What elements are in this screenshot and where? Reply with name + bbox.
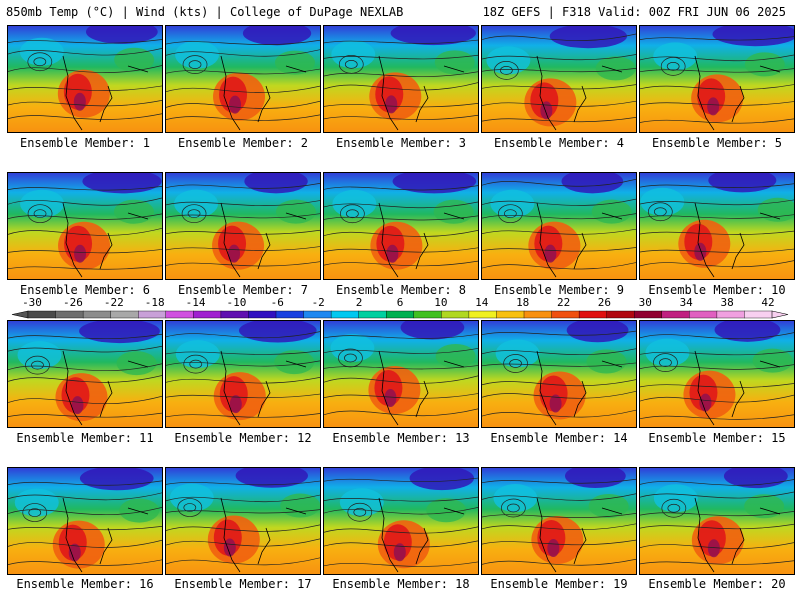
ensemble-member-map xyxy=(639,25,795,133)
colorbar-swatch xyxy=(716,310,745,319)
ensemble-member-map xyxy=(165,172,321,280)
ensemble-member-map xyxy=(481,25,637,133)
colorbar-tick-label: 30 xyxy=(639,296,652,309)
ensemble-member-map xyxy=(323,467,479,575)
ensemble-member-label: Ensemble Member: 3 xyxy=(335,136,467,150)
colorbar-tick-label: -6 xyxy=(271,296,284,309)
ensemble-member-map xyxy=(481,467,637,575)
colorbar-tick-label: 14 xyxy=(475,296,489,309)
valid-time-label: 18Z GEFS | F318 Valid: 00Z FRI JUN 06 20… xyxy=(482,5,786,19)
colorbar-tick-label: -10 xyxy=(226,296,246,309)
colorbar-swatch xyxy=(27,310,57,319)
colorbar-tick-label: 26 xyxy=(598,296,611,309)
colorbar-swatch xyxy=(689,310,718,319)
ensemble-member-map xyxy=(323,320,479,428)
colorbar-swatch xyxy=(248,310,277,319)
colorbar-swatch xyxy=(413,310,442,319)
ensemble-member-label: Ensemble Member: 6 xyxy=(19,283,151,297)
colorbar-swatch xyxy=(82,310,112,319)
ensemble-member-label: Ensemble Member: 12 xyxy=(174,431,312,445)
ensemble-member-map xyxy=(323,25,479,133)
ensemble-member-label: Ensemble Member: 1 xyxy=(19,136,151,150)
colorbar-swatch xyxy=(441,310,470,319)
header: 850mb Temp (°C) | Wind (kts) | College o… xyxy=(0,0,800,22)
colorbar-tick-label: 10 xyxy=(434,296,447,309)
ensemble-member-map xyxy=(639,172,795,280)
colorbar-swatch xyxy=(165,310,194,319)
ensemble-member-map xyxy=(323,172,479,280)
colorbar-swatch xyxy=(578,310,608,319)
temperature-colorbar: -30 -26 -22 -18 -14 -10 -6 -2 2 6 10 14 18 22 26 30 34 38… xyxy=(11,296,789,319)
colorbar-swatch xyxy=(551,310,580,319)
colorbar-swatch xyxy=(606,310,635,319)
colorbar-swatch xyxy=(55,310,84,319)
ensemble-member-label: Ensemble Member: 8 xyxy=(335,283,467,297)
ensemble-member-label: Ensemble Member: 14 xyxy=(490,431,628,445)
colorbar-swatch xyxy=(744,310,773,319)
colorbar-tick-label: 2 xyxy=(356,296,363,309)
ensemble-member-map xyxy=(7,467,163,575)
ensemble-member-map xyxy=(7,172,163,280)
ensemble-member-label: Ensemble Member: 11 xyxy=(16,431,154,445)
colorbar-tick-label: -18 xyxy=(145,296,165,309)
ensemble-member-label: Ensemble Member: 4 xyxy=(493,136,625,150)
ensemble-member-label: Ensemble Member: 20 xyxy=(648,577,786,591)
colorbar-tick-label: 6 xyxy=(397,296,404,309)
colorbar-tick-label: 34 xyxy=(680,296,694,309)
ensemble-member-label: Ensemble Member: 19 xyxy=(490,577,628,591)
ensemble-member-label: Ensemble Member: 16 xyxy=(16,577,154,591)
ensemble-member-map xyxy=(7,320,163,428)
colorbar-tick-label: -2 xyxy=(312,296,325,309)
colorbar-swatch xyxy=(330,310,360,319)
map-title: 850mb Temp (°C) | Wind (kts) | College o… xyxy=(6,5,404,19)
colorbar-tick-label: -26 xyxy=(63,296,83,309)
colorbar-tick-label: 42 xyxy=(761,296,774,309)
ensemble-member-map xyxy=(639,467,795,575)
colorbar-tick-label: -30 xyxy=(22,296,42,309)
colorbar-tick-label: 38 xyxy=(720,296,733,309)
colorbar-swatch xyxy=(358,310,387,319)
colorbar-swatch xyxy=(303,310,332,319)
ensemble-member-label: Ensemble Member: 5 xyxy=(651,136,783,150)
ensemble-member-label: Ensemble Member: 7 xyxy=(177,283,309,297)
colorbar-swatch xyxy=(220,310,249,319)
colorbar-swatch xyxy=(110,310,139,319)
colorbar-low-arrow xyxy=(11,310,29,319)
ensemble-member-map xyxy=(165,320,321,428)
ensemble-member-label: Ensemble Member: 15 xyxy=(648,431,786,445)
ensemble-member-label: Ensemble Member: 17 xyxy=(174,577,312,591)
colorbar-tick-label: 22 xyxy=(557,296,570,309)
ensemble-member-map xyxy=(481,320,637,428)
colorbar-swatch xyxy=(193,310,222,319)
colorbar-tick-label: -14 xyxy=(186,296,206,309)
ensemble-member-label: Ensemble Member: 10 xyxy=(648,283,786,297)
colorbar-tick-label: -22 xyxy=(104,296,124,309)
ensemble-member-label: Ensemble Member: 18 xyxy=(332,577,470,591)
colorbar-swatch xyxy=(138,310,167,319)
colorbar-swatch xyxy=(661,310,690,319)
ensemble-member-label: Ensemble Member: 13 xyxy=(332,431,470,445)
ensemble-member-map xyxy=(7,25,163,133)
ensemble-member-map xyxy=(481,172,637,280)
colorbar-swatch xyxy=(496,310,525,319)
colorbar-high-arrow xyxy=(771,310,789,319)
colorbar-swatch xyxy=(634,310,663,319)
ensemble-member-map xyxy=(639,320,795,428)
colorbar-swatch xyxy=(275,310,305,319)
colorbar-tick-label: 18 xyxy=(516,296,529,309)
colorbar-swatch xyxy=(523,310,553,319)
colorbar-swatch xyxy=(386,310,415,319)
ensemble-member-map xyxy=(165,25,321,133)
ensemble-member-map xyxy=(165,467,321,575)
colorbar-swatch xyxy=(468,310,497,319)
ensemble-member-label: Ensemble Member: 2 xyxy=(177,136,309,150)
ensemble-member-label: Ensemble Member: 9 xyxy=(493,283,625,297)
